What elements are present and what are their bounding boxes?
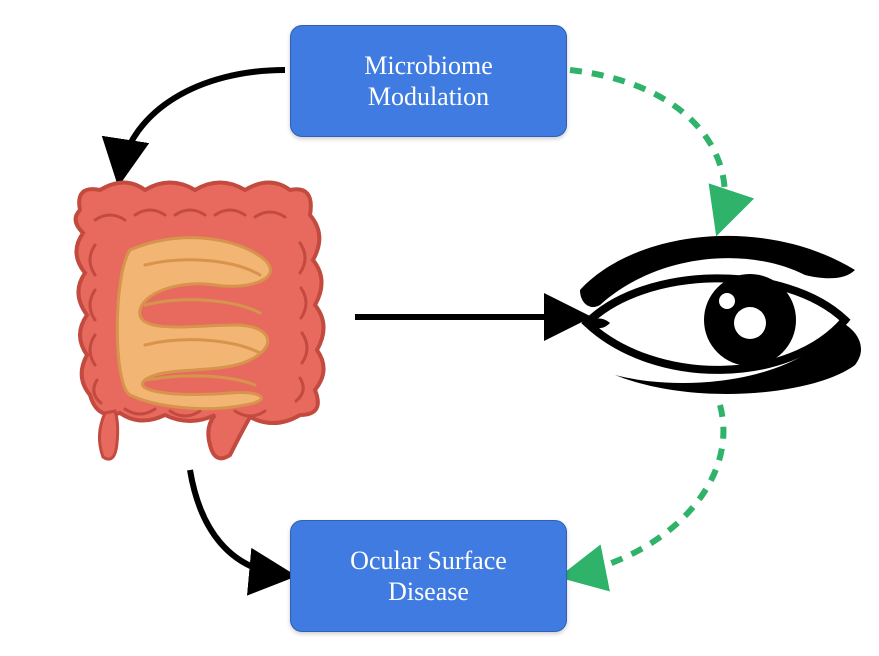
arrow-topbox-to-gut: [120, 70, 285, 175]
box-top-label: MicrobiomeModulation: [364, 50, 493, 112]
box-microbiome-modulation: MicrobiomeModulation: [290, 25, 567, 137]
box-bottom-label: Ocular SurfaceDisease: [350, 545, 507, 607]
eye-icon: [575, 225, 865, 405]
intestines-icon: [35, 165, 345, 465]
arrow-gut-to-bottombox: [190, 470, 285, 575]
box-ocular-surface-disease: Ocular SurfaceDisease: [290, 520, 567, 632]
arrow-eye-to-bottombox: [570, 405, 723, 575]
arrow-topbox-to-eye: [570, 70, 725, 225]
